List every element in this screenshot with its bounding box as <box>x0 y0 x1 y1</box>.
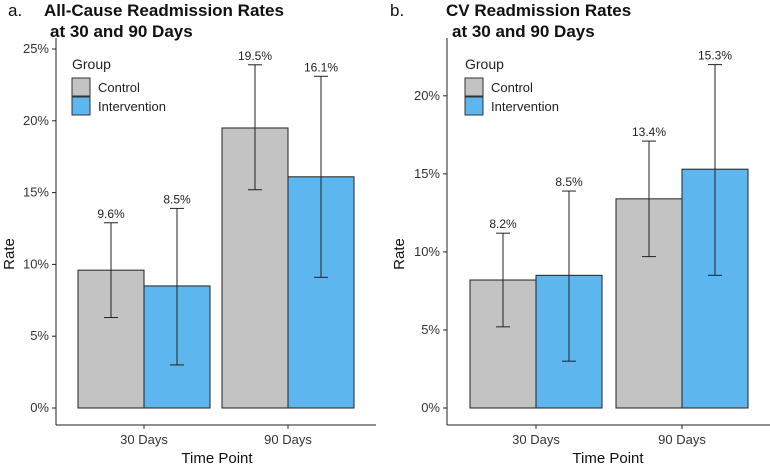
panel-b-x-axis-label: Time Point <box>572 450 644 464</box>
panel-b-y-axis-label: Rate <box>391 238 408 270</box>
panel-b-legend-swatch-intervention <box>464 96 484 116</box>
panel-a-label: a. <box>8 1 22 20</box>
panel-a-legend-title: Group <box>72 56 111 72</box>
panel-b-legend-swatch-control <box>464 77 484 97</box>
panel-b: b. CV Readmission Rates at 30 and 90 Day… <box>390 1 770 464</box>
panel-a-x-axis-label: Time Point <box>181 450 253 464</box>
panel-a-legend-swatch-intervention <box>71 96 91 116</box>
panel-a-y-tick-label: 15% <box>23 185 49 200</box>
panel-a-title-line-2: at 30 and 90 Days <box>50 22 193 41</box>
panel-b-title-line-1: CV Readmission Rates <box>446 1 631 20</box>
panel-a-y-axis-label: Rate <box>1 238 18 270</box>
panel-b-x-tick-label: 30 Days <box>512 432 560 447</box>
panel-a-y-tick-label: 20% <box>23 113 49 128</box>
panel-b-data-label: 8.5% <box>555 175 583 189</box>
panel-b-y-tick-label: 15% <box>414 166 440 181</box>
panel-a: a. All-Cause Readmission Rates at 30 and… <box>1 1 376 464</box>
panel-a-data-label: 16.1% <box>304 60 338 74</box>
panel-b-title-line-2: at 30 and 90 Days <box>452 22 595 41</box>
panel-b-legend-title: Group <box>465 56 504 72</box>
panel-a-legend-swatch-control <box>71 77 91 97</box>
panel-b-legend-label-intervention: Intervention <box>491 99 559 114</box>
panel-b-label: b. <box>390 1 404 20</box>
panel-a-x-tick-label: 90 Days <box>264 432 312 447</box>
panel-a-y-tick-label: 25% <box>23 41 49 56</box>
panel-b-y-tick-label: 5% <box>421 322 440 337</box>
panel-b-data-label: 13.4% <box>632 125 666 139</box>
panel-a-y-tick-label: 5% <box>30 328 49 343</box>
panel-a-legend-label-control: Control <box>98 80 140 95</box>
panel-a-y-tick-label: 0% <box>30 400 49 415</box>
panel-b-y-tick-label: 20% <box>414 88 440 103</box>
panel-b-y-tick-label: 10% <box>414 244 440 259</box>
panel-b-legend-label-control: Control <box>491 80 533 95</box>
panel-a-legend-label-intervention: Intervention <box>98 99 166 114</box>
panel-b-y-tick-label: 0% <box>421 400 440 415</box>
panel-a-data-label: 19.5% <box>238 49 272 63</box>
panel-b-data-label: 8.2% <box>489 217 517 231</box>
panel-b-data-label: 15.3% <box>698 49 732 63</box>
panel-a-y-tick-label: 10% <box>23 256 49 271</box>
panel-b-x-tick-label: 90 Days <box>658 432 706 447</box>
panel-a-data-label: 9.6% <box>97 207 125 221</box>
panel-a-data-label: 8.5% <box>163 192 191 206</box>
panel-a-title-line-1: All-Cause Readmission Rates <box>44 1 284 20</box>
panel-a-x-tick-label: 30 Days <box>120 432 168 447</box>
